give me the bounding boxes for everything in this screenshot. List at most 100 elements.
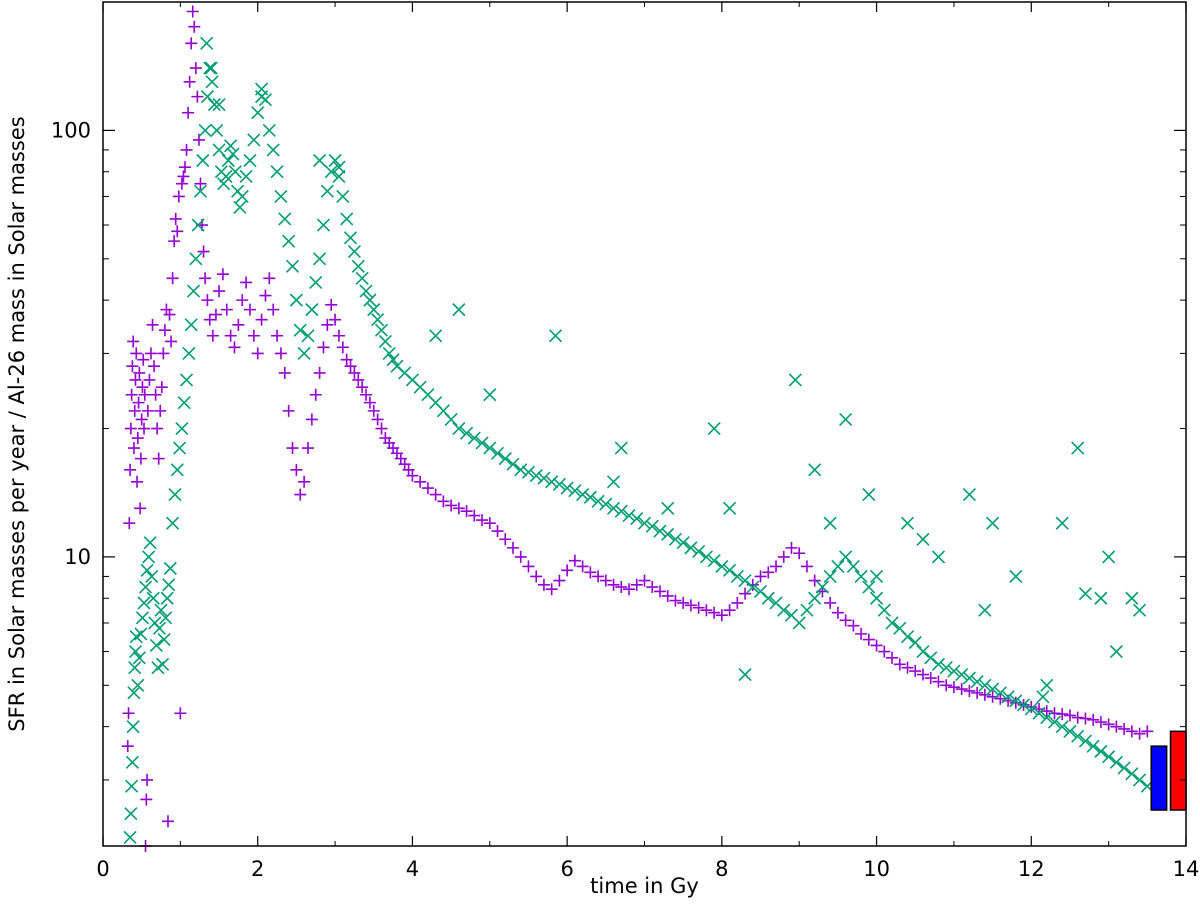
cross-marker bbox=[200, 36, 214, 50]
cross-marker bbox=[228, 165, 242, 179]
cross-marker bbox=[777, 603, 791, 617]
cross-marker bbox=[125, 779, 139, 793]
cross-marker bbox=[548, 329, 563, 343]
cross-marker bbox=[1078, 734, 1093, 748]
cross-marker bbox=[630, 512, 644, 526]
cross-marker bbox=[1001, 690, 1015, 704]
cross-marker bbox=[145, 569, 159, 583]
plus-marker bbox=[148, 360, 161, 373]
cross-marker bbox=[274, 189, 288, 204]
cross-marker bbox=[699, 550, 713, 564]
plus-marker bbox=[653, 585, 666, 598]
cross-marker bbox=[124, 807, 138, 821]
plus-marker bbox=[144, 347, 157, 360]
plus-marker bbox=[623, 583, 636, 596]
cross-marker bbox=[270, 165, 284, 179]
cross-marker bbox=[606, 501, 621, 515]
plus-marker bbox=[770, 560, 783, 573]
cross-marker bbox=[591, 494, 605, 508]
cross-marker bbox=[289, 293, 303, 307]
plus-marker bbox=[1087, 713, 1100, 726]
plus-marker bbox=[715, 609, 728, 622]
plus-marker bbox=[785, 541, 798, 554]
plus-marker bbox=[267, 303, 280, 316]
plus-marker bbox=[137, 422, 150, 435]
cross-marker bbox=[924, 651, 938, 665]
plus-marker bbox=[186, 5, 199, 18]
cross-marker bbox=[1071, 729, 1085, 743]
plus-marker bbox=[646, 581, 659, 594]
cross-marker bbox=[186, 284, 201, 298]
plus-marker bbox=[203, 313, 216, 326]
cross-marker bbox=[514, 463, 528, 477]
series-1 bbox=[123, 36, 1154, 844]
plus-marker bbox=[375, 422, 388, 435]
cross-marker bbox=[142, 550, 156, 564]
cross-marker bbox=[529, 469, 543, 483]
cross-marker bbox=[723, 501, 737, 515]
plus-marker bbox=[137, 353, 150, 366]
cross-marker bbox=[568, 484, 582, 498]
plus-marker bbox=[777, 550, 790, 563]
plus-marker bbox=[831, 606, 844, 619]
cross-marker bbox=[347, 244, 361, 259]
cross-marker bbox=[278, 212, 292, 226]
plus-marker bbox=[332, 329, 345, 342]
cross-marker bbox=[359, 284, 373, 298]
cross-marker bbox=[730, 569, 744, 583]
cross-marker bbox=[160, 591, 174, 605]
cross-marker bbox=[132, 651, 146, 665]
plus-marker bbox=[282, 404, 295, 417]
plus-marker bbox=[1141, 725, 1154, 738]
plus-marker bbox=[476, 514, 489, 527]
plus-marker bbox=[994, 692, 1007, 705]
plus-marker bbox=[1133, 727, 1146, 740]
plus-marker bbox=[344, 360, 357, 373]
cross-marker bbox=[599, 497, 613, 511]
plus-marker bbox=[131, 475, 144, 488]
cross-marker bbox=[1009, 569, 1023, 583]
plus-marker bbox=[158, 324, 171, 337]
plus-marker bbox=[576, 560, 589, 573]
plus-marker bbox=[800, 560, 813, 573]
plus-marker bbox=[286, 442, 299, 455]
cross-marker bbox=[1125, 767, 1139, 781]
cross-marker bbox=[128, 661, 142, 675]
cross-marker bbox=[746, 580, 760, 594]
cross-marker bbox=[576, 488, 590, 502]
plus-marker bbox=[940, 679, 953, 692]
plus-marker bbox=[194, 177, 207, 190]
plus-marker bbox=[240, 276, 253, 289]
cross-marker bbox=[247, 133, 261, 147]
cross-marker bbox=[962, 488, 976, 502]
cross-marker bbox=[788, 373, 802, 387]
cross-marker bbox=[653, 524, 667, 538]
x-tick-label: 2 bbox=[251, 857, 264, 881]
cross-marker bbox=[808, 463, 822, 477]
cross-marker bbox=[170, 463, 184, 477]
plus-marker bbox=[348, 366, 361, 379]
plus-marker bbox=[133, 366, 146, 379]
cross-marker bbox=[877, 603, 891, 617]
cross-marker bbox=[521, 465, 536, 479]
plus-marker bbox=[199, 272, 212, 285]
cross-marker bbox=[900, 630, 915, 644]
plus-marker bbox=[336, 341, 349, 354]
plus-marker bbox=[177, 170, 190, 183]
plus-marker bbox=[154, 404, 167, 417]
cross-marker bbox=[622, 509, 636, 523]
plus-marker bbox=[182, 106, 195, 119]
cross-marker bbox=[645, 519, 659, 533]
plus-marker bbox=[530, 570, 543, 583]
plus-marker bbox=[131, 432, 144, 445]
cross-marker bbox=[1109, 755, 1123, 769]
plus-marker bbox=[189, 62, 202, 75]
cross-marker bbox=[1063, 724, 1077, 738]
plus-marker bbox=[553, 574, 566, 587]
cross-marker bbox=[243, 153, 257, 168]
plus-marker bbox=[932, 675, 945, 688]
cross-marker bbox=[1078, 587, 1093, 601]
plus-marker bbox=[356, 381, 369, 394]
plus-marker bbox=[132, 396, 145, 409]
cross-marker bbox=[692, 544, 706, 559]
